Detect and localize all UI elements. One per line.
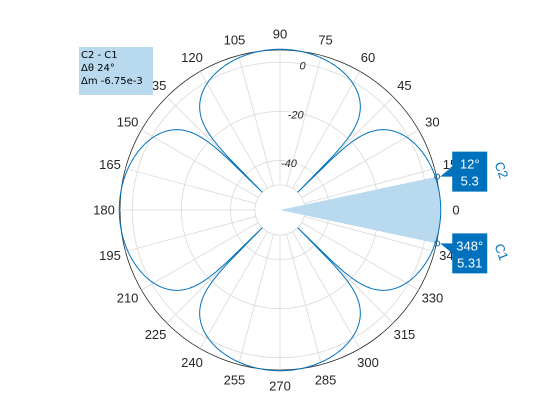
angle-tick-label: 270	[269, 379, 291, 394]
angle-spoke	[199, 231, 268, 349]
angle-tick-label: 90	[273, 27, 287, 42]
angle-spoke	[238, 234, 274, 365]
angle-tick-label: 60	[361, 50, 375, 65]
angle-tick-label: 30	[425, 115, 439, 130]
angle-tick-label: 180	[93, 203, 115, 218]
angle-spoke	[304, 168, 435, 204]
angle-tick-label: 285	[315, 373, 337, 388]
angle-spoke	[141, 129, 259, 198]
angle-tick-label: 225	[145, 327, 167, 342]
angle-tick-label: 330	[422, 291, 444, 306]
angle-tick-label: 150	[117, 115, 139, 130]
angle-spoke	[141, 222, 259, 291]
radial-tick-label: -20	[288, 109, 305, 121]
angle-spoke	[238, 55, 274, 186]
delta-title: C2 - C1	[81, 50, 118, 61]
angle-spoke	[125, 216, 256, 252]
angle-tick-label: 315	[394, 327, 416, 342]
angle-tick-label: 210	[117, 291, 139, 306]
cursor-c1[interactable]: 348° 5.31 C1	[434, 233, 512, 274]
cursor-datatip	[440, 151, 488, 192]
angle-tick-label: 255	[224, 373, 246, 388]
radial-tick-label: -40	[281, 158, 298, 170]
angle-tick-label: 120	[181, 50, 203, 65]
angle-tick-label: 195	[99, 248, 121, 263]
delta-theta: Δθ 24°	[81, 63, 115, 74]
cursor-label: C1	[492, 242, 512, 263]
delta-magnitude: Δm -6.75e-3	[81, 76, 143, 87]
cursor-datatip	[440, 233, 488, 274]
angle-spoke	[292, 231, 361, 349]
cursor-label: C2	[492, 160, 512, 181]
angle-spoke	[286, 234, 322, 365]
angle-spoke	[301, 222, 419, 291]
angle-tick-label: 300	[357, 355, 379, 370]
cursor-marker	[434, 173, 441, 180]
cursor-markers[interactable]: 12° 5.3 C2 348° 5.31 C1	[434, 151, 512, 274]
angle-tick-label: 165	[99, 157, 121, 172]
cursor-angle-text: 348°	[456, 238, 483, 253]
cursor-angle-text: 12°	[460, 157, 480, 172]
angle-spoke	[286, 55, 322, 186]
cursor-c2[interactable]: 12° 5.3 C2	[434, 151, 512, 192]
angle-spoke	[301, 129, 419, 198]
polar-grid	[119, 49, 441, 371]
angle-tick-label: 45	[397, 78, 411, 93]
angle-tick-label: 75	[318, 32, 332, 47]
angle-tick-label: 0	[452, 203, 459, 218]
cursor-delta-box[interactable]: C2 - C1 Δθ 24° Δm -6.75e-3	[79, 47, 153, 95]
data-series	[118, 48, 442, 372]
radial-tick-label: 0	[299, 61, 306, 73]
angle-spoke	[199, 71, 268, 189]
angle-spoke	[292, 71, 361, 189]
angle-tick-label: 105	[224, 32, 246, 47]
cursor-shaded-sector	[280, 176, 441, 244]
cursor-marker	[434, 240, 441, 247]
cursor-value-text: 5.3	[461, 174, 479, 189]
series-line	[118, 48, 442, 372]
cursor-value-text: 5.31	[457, 255, 482, 270]
cursor-sector	[280, 176, 441, 244]
angle-spoke	[304, 216, 435, 252]
angle-tick-label: 240	[181, 355, 203, 370]
angle-spoke	[125, 168, 256, 204]
